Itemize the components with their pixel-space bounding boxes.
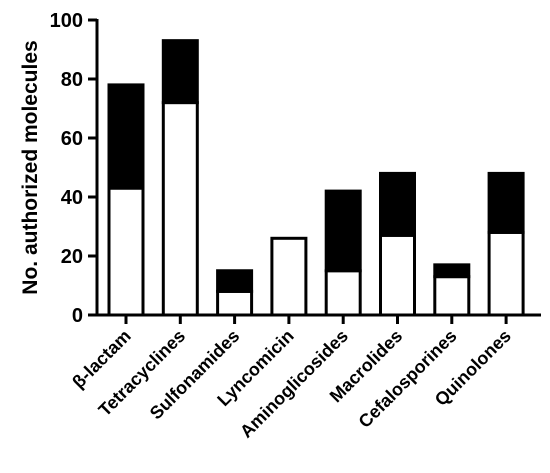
bar-lower-segment [270,236,308,317]
bar-lower-segment [379,233,416,317]
y-tick-label: 0 [72,305,83,327]
y-tick-label: 80 [61,69,83,91]
y-axis-label: No. authorized molecules [19,40,42,294]
bar-upper-segment [487,171,525,234]
bar-upper-segment [107,83,145,190]
bar-upper-segment [433,263,471,279]
bar-lower-segment [324,269,362,317]
bar-lower-segment [107,186,145,317]
bar-lower-segment [433,275,471,317]
plot-area: No. authorized molecules020406080100β-la… [19,10,541,442]
x-tick-label: Cefalosporines [355,326,461,432]
bar-upper-segment [324,189,362,273]
bar-lower-segment [161,101,199,317]
bar-upper-segment [216,269,254,293]
y-tick-label: 100 [50,10,83,32]
bar-upper-segment [379,171,416,237]
y-tick-label: 40 [61,187,83,209]
y-tick-label: 60 [61,128,83,150]
bar-lower-segment [487,230,525,317]
y-tick-label: 20 [61,246,83,268]
bar-upper-segment [161,39,199,105]
bar-lower-segment [216,289,254,317]
